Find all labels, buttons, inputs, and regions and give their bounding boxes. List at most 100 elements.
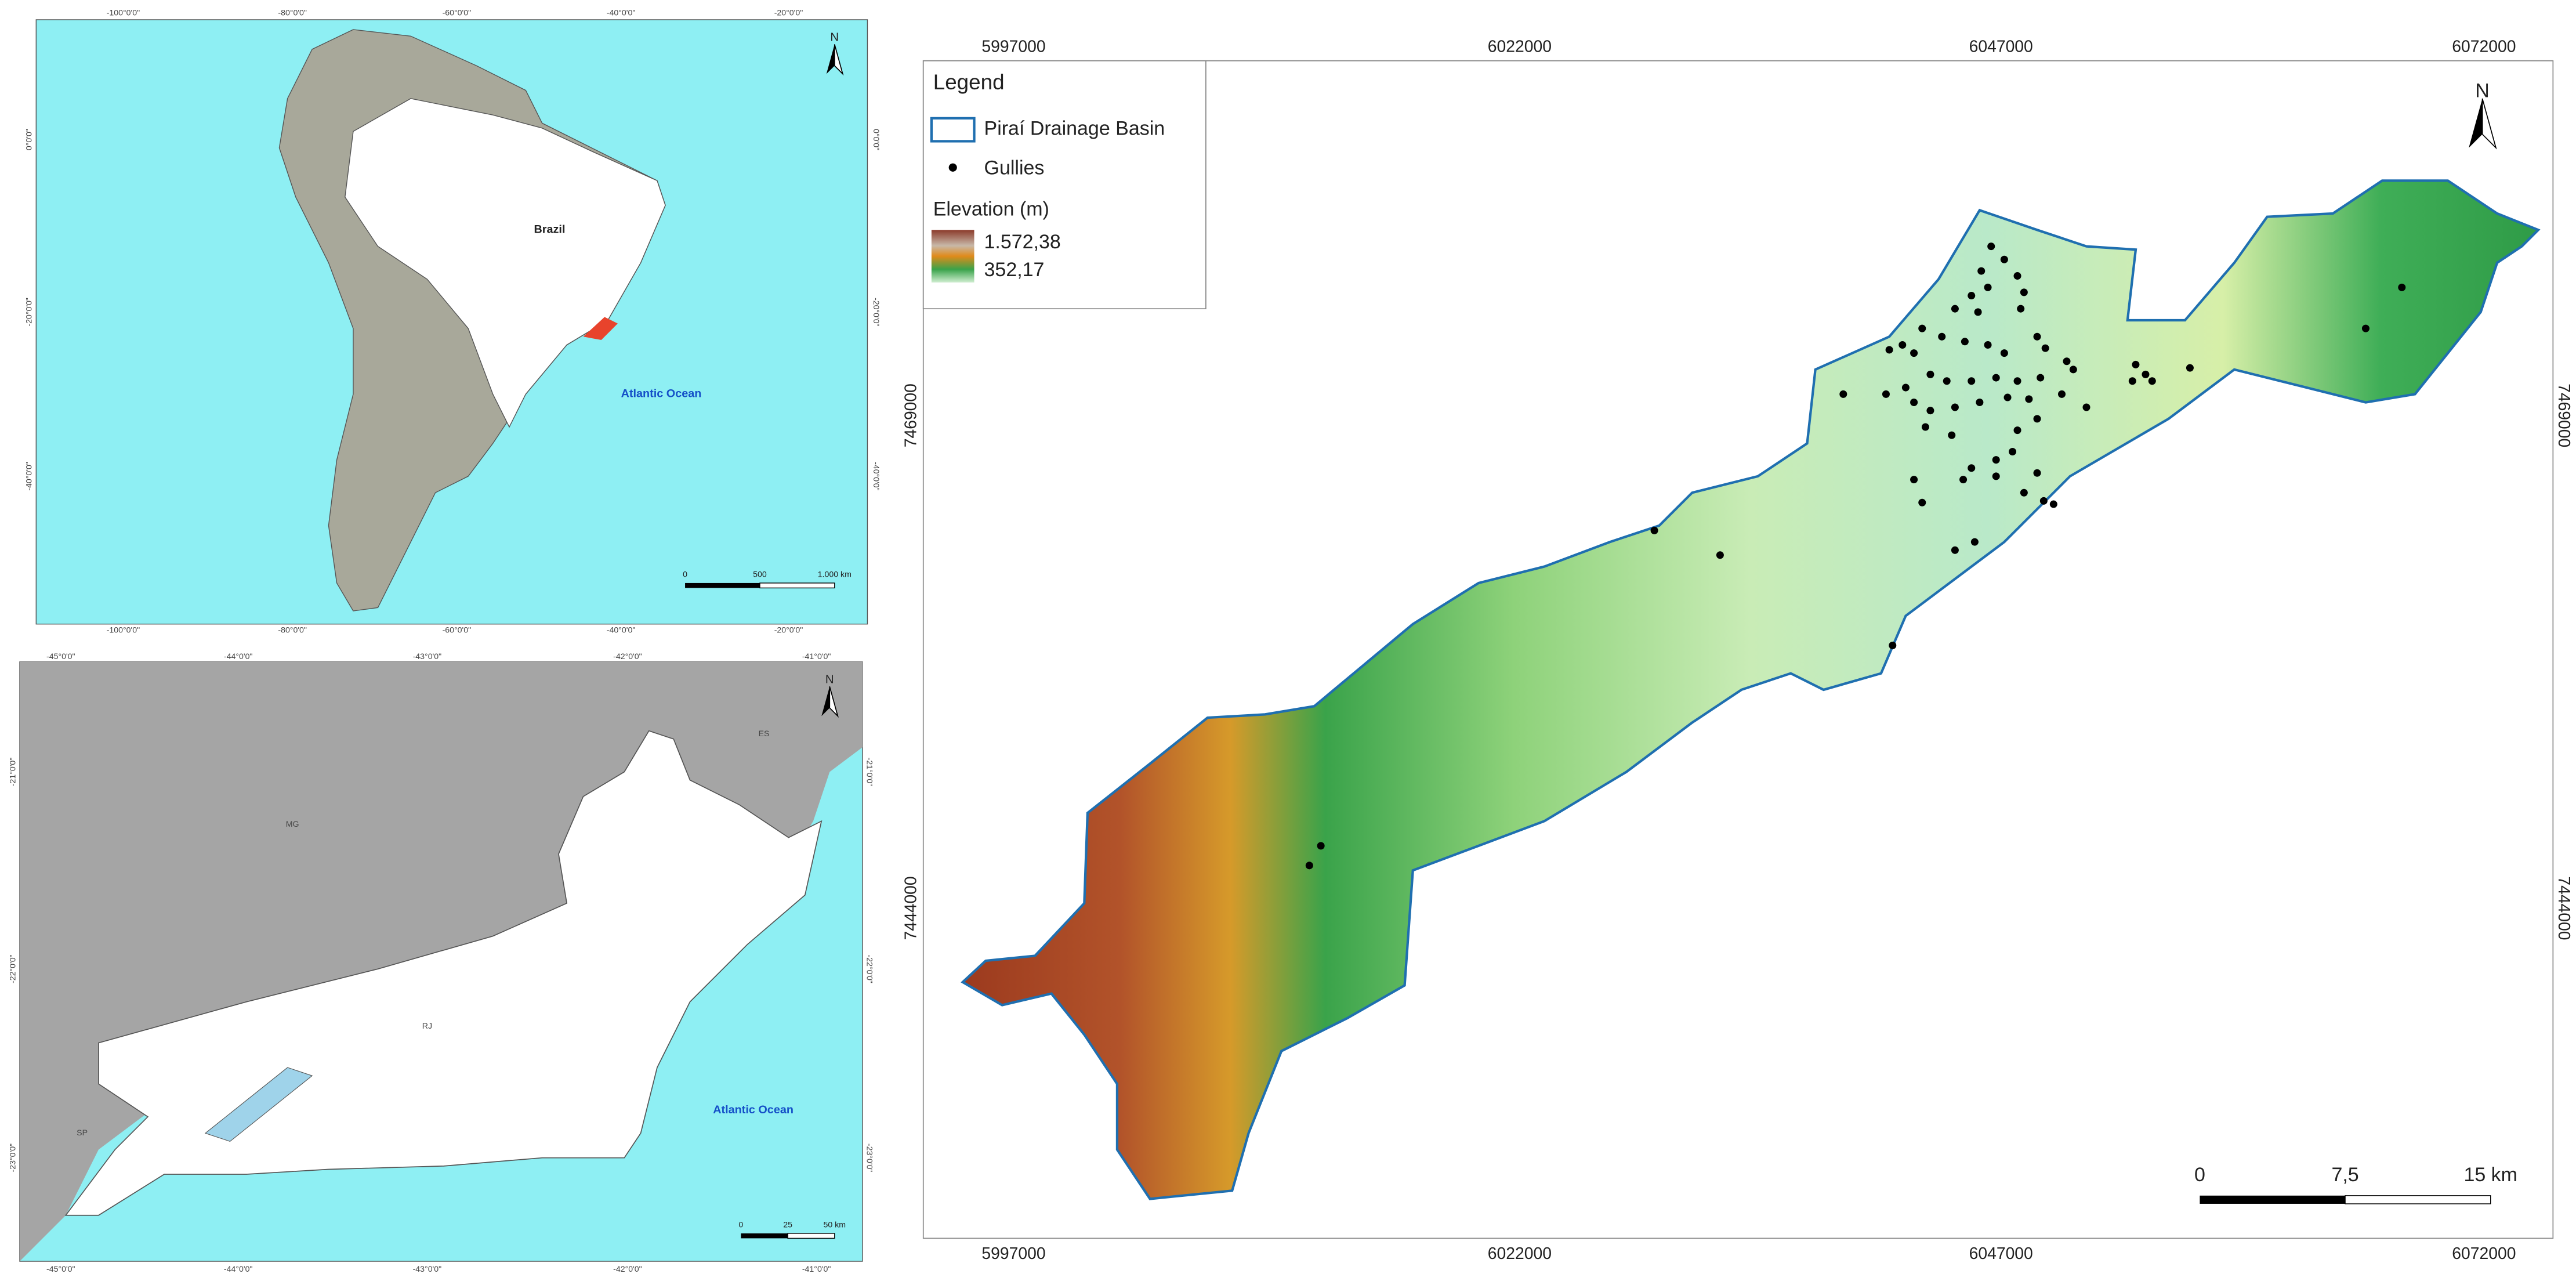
coord-label: 7469000 — [2555, 383, 2574, 447]
coord-label: 0°0'0" — [24, 129, 34, 150]
gully — [1716, 551, 1724, 559]
gully — [2057, 390, 2066, 398]
gully — [2033, 415, 2041, 423]
north-arrow — [834, 44, 844, 76]
coord-label: -43°0'0" — [413, 652, 442, 661]
gully — [1961, 338, 1969, 346]
gully — [2009, 447, 2017, 455]
scale-label: 15 km — [2463, 1164, 2517, 1186]
gully — [2013, 426, 2021, 435]
gully — [1951, 403, 1959, 411]
gully — [1910, 399, 1918, 407]
legend-label: Piraí Drainage Basin — [984, 118, 1165, 140]
ocean-label: Atlantic Ocean — [713, 1103, 794, 1116]
state-label: SP — [77, 1128, 88, 1137]
gully — [2049, 500, 2057, 508]
coord-label: -20°0'0" — [774, 625, 803, 635]
scale-bar — [2200, 1195, 2346, 1204]
north-label: N — [2475, 79, 2490, 102]
coord-label: -40°0'0" — [872, 462, 881, 491]
coord-label: -40°0'0" — [607, 8, 636, 17]
gully — [1968, 464, 1976, 472]
legend-label: 1.572,38 — [984, 231, 1061, 253]
coord-label: 6072000 — [2452, 37, 2516, 56]
north-label: N — [830, 31, 839, 44]
gully — [1968, 377, 1976, 385]
coord-label: -60°0'0" — [443, 8, 472, 17]
scale-bar — [685, 582, 760, 588]
gully — [2025, 395, 2033, 403]
coord-label: -40°0'0" — [607, 625, 636, 635]
gully — [1948, 431, 1956, 439]
coord-label: 7469000 — [901, 383, 919, 447]
coord-label: -100°0'0" — [107, 8, 140, 17]
north-arrow — [829, 686, 839, 718]
legend-label: Gullies — [984, 157, 1045, 179]
legend-gully-swatch — [948, 163, 957, 172]
coord-label: -60°0'0" — [443, 625, 472, 635]
scale-bar — [2345, 1195, 2491, 1204]
coord-label: -42°0'0" — [613, 652, 642, 661]
scale-label: 0 — [683, 570, 687, 579]
coord-label: -44°0'0" — [224, 652, 253, 661]
gully — [1921, 423, 1929, 431]
north-arrow — [821, 686, 830, 717]
north-arrow — [826, 44, 835, 74]
legend-label: Elevation (m) — [933, 198, 1049, 220]
coord-label: -41°0'0" — [802, 652, 831, 661]
coord-label: -20°0'0" — [24, 298, 34, 327]
gully — [1992, 374, 2000, 382]
gully — [1926, 370, 1934, 378]
gully — [1899, 341, 1907, 349]
state-label: MG — [286, 819, 299, 828]
gully — [2039, 497, 2048, 505]
coord-label: -80°0'0" — [278, 8, 307, 17]
gully — [2000, 255, 2008, 263]
legend-elevation-ramp — [931, 230, 974, 283]
coord-label: -80°0'0" — [278, 625, 307, 635]
coord-label: -41°0'0" — [802, 1264, 831, 1273]
gully — [1987, 243, 1995, 251]
gully — [1951, 546, 1959, 554]
country-label: Brazil — [534, 223, 565, 236]
gully — [2128, 377, 2136, 385]
gully — [2398, 283, 2406, 291]
gully — [1901, 383, 1910, 392]
gully — [2082, 403, 2090, 411]
gully — [2017, 305, 2025, 313]
gully — [1918, 324, 1926, 332]
coord-label: -21°0'0" — [8, 758, 17, 787]
gully — [2020, 488, 2028, 497]
legend-label: 352,17 — [984, 259, 1045, 281]
gully — [2000, 349, 2008, 357]
gully — [2013, 272, 2021, 280]
coord-label: -44°0'0" — [224, 1264, 253, 1273]
state-label: RJ — [422, 1021, 432, 1030]
coord-label: -42°0'0" — [613, 1264, 642, 1273]
brazil — [345, 98, 666, 428]
coord-label: 6022000 — [1488, 1244, 1552, 1262]
scale-label: 25 — [783, 1220, 792, 1229]
scale-label: 0 — [2194, 1164, 2205, 1186]
coord-label: -20°0'0" — [774, 8, 803, 17]
gully — [2148, 377, 2156, 385]
gully — [1910, 349, 1918, 357]
gully — [1970, 538, 1979, 546]
gully — [2069, 366, 2077, 374]
gully — [2037, 374, 2045, 382]
coord-label: 6047000 — [1969, 1244, 2033, 1262]
scale-label: 7,5 — [2331, 1164, 2358, 1186]
gully — [2063, 357, 2071, 366]
scale-label: 1.000 km — [818, 570, 852, 579]
coord-label: -21°0'0" — [865, 758, 875, 787]
basin-highlight — [204, 1067, 313, 1142]
gully — [1992, 472, 2000, 480]
gully — [1984, 283, 1992, 291]
gully — [1882, 390, 1890, 398]
gully — [1976, 399, 1984, 407]
coord-label: -23°0'0" — [865, 1144, 875, 1173]
coord-label: -23°0'0" — [8, 1144, 17, 1173]
coord-label: -43°0'0" — [413, 1264, 442, 1273]
gully — [1839, 390, 1847, 398]
